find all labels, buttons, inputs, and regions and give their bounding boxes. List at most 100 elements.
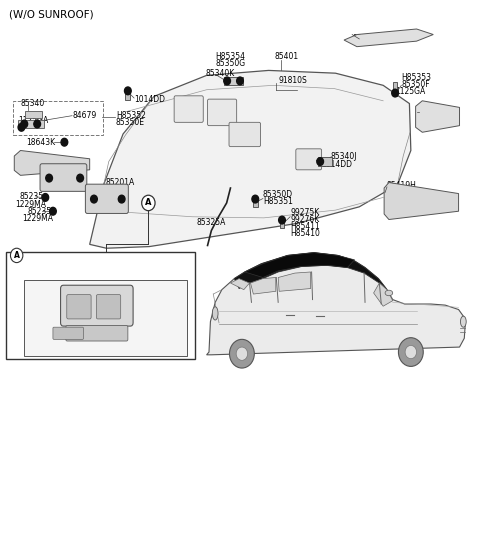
Circle shape <box>21 120 28 128</box>
Text: 18647F: 18647F <box>24 306 53 315</box>
Text: H85411: H85411 <box>290 222 320 231</box>
Circle shape <box>237 77 243 85</box>
Bar <box>25 111 42 118</box>
Circle shape <box>229 339 254 368</box>
Bar <box>13 101 103 135</box>
Text: 1243AA: 1243AA <box>419 113 449 122</box>
Text: 85201A: 85201A <box>106 178 135 187</box>
Text: H85410: H85410 <box>290 229 320 238</box>
FancyBboxPatch shape <box>296 149 322 170</box>
Text: H85352: H85352 <box>116 111 146 120</box>
Text: 85340J: 85340J <box>331 152 357 160</box>
FancyBboxPatch shape <box>174 96 203 122</box>
Text: 1030AD: 1030AD <box>134 287 165 296</box>
Circle shape <box>105 312 110 318</box>
FancyBboxPatch shape <box>60 285 133 326</box>
Bar <box>318 157 332 166</box>
Text: 84679: 84679 <box>73 111 97 120</box>
Circle shape <box>252 195 259 203</box>
Text: (W/O SUNROOF): (W/O SUNROOF) <box>9 9 93 19</box>
Text: 85202A: 85202A <box>48 163 77 171</box>
Circle shape <box>55 312 60 318</box>
Text: 1229MA: 1229MA <box>22 214 53 223</box>
Polygon shape <box>245 253 355 278</box>
Text: 18645A: 18645A <box>24 313 54 322</box>
Circle shape <box>18 123 25 131</box>
Polygon shape <box>251 278 276 294</box>
Text: 85401: 85401 <box>275 52 299 61</box>
Text: 85419Z: 85419Z <box>387 188 416 196</box>
Text: 1243AB: 1243AB <box>419 106 449 115</box>
Circle shape <box>46 174 52 182</box>
Text: H85354: H85354 <box>215 52 245 61</box>
Text: 1014DD: 1014DD <box>321 160 352 169</box>
Circle shape <box>317 158 324 165</box>
Ellipse shape <box>460 316 466 327</box>
Text: 85350F: 85350F <box>401 80 430 89</box>
Bar <box>6 251 195 359</box>
Circle shape <box>124 294 129 300</box>
FancyBboxPatch shape <box>66 326 128 341</box>
FancyBboxPatch shape <box>40 164 87 191</box>
Ellipse shape <box>385 290 393 296</box>
Text: 85235: 85235 <box>20 193 44 201</box>
Circle shape <box>34 120 40 128</box>
Polygon shape <box>14 150 90 175</box>
Text: 85340K: 85340K <box>205 69 235 78</box>
Circle shape <box>142 195 155 211</box>
FancyBboxPatch shape <box>96 295 120 319</box>
Bar <box>18 119 44 128</box>
Text: 1125GA: 1125GA <box>396 87 426 96</box>
Text: 85350D: 85350D <box>263 190 293 199</box>
Circle shape <box>392 89 398 97</box>
Circle shape <box>91 195 97 203</box>
Circle shape <box>42 194 48 201</box>
Text: A: A <box>14 251 20 260</box>
FancyBboxPatch shape <box>229 122 261 147</box>
Polygon shape <box>344 29 433 47</box>
Circle shape <box>77 174 84 182</box>
Polygon shape <box>416 101 459 132</box>
Circle shape <box>279 216 285 224</box>
Text: 92800Z: 92800Z <box>90 269 119 278</box>
Text: 87071: 87071 <box>22 319 46 329</box>
Circle shape <box>56 303 61 310</box>
Text: 85332: 85332 <box>29 287 53 296</box>
Bar <box>224 77 243 85</box>
Text: 92815E: 92815E <box>17 300 46 309</box>
Circle shape <box>405 345 417 359</box>
Text: 85419H: 85419H <box>387 181 417 190</box>
FancyBboxPatch shape <box>207 99 237 125</box>
Circle shape <box>236 347 248 360</box>
Text: 85305A: 85305A <box>352 34 382 43</box>
Text: 1220AH: 1220AH <box>112 300 142 309</box>
Polygon shape <box>384 183 458 220</box>
Text: 85235: 85235 <box>28 206 52 216</box>
Polygon shape <box>278 272 311 291</box>
Polygon shape <box>373 283 393 306</box>
Bar <box>280 219 284 228</box>
Circle shape <box>61 138 68 146</box>
Bar <box>253 198 258 208</box>
Circle shape <box>65 284 71 291</box>
FancyBboxPatch shape <box>53 327 84 339</box>
Text: 1125GA: 1125GA <box>18 115 48 125</box>
Circle shape <box>49 208 56 215</box>
Text: A: A <box>145 199 152 208</box>
Polygon shape <box>206 253 465 355</box>
Bar <box>125 89 130 100</box>
Polygon shape <box>234 253 387 290</box>
Circle shape <box>118 195 125 203</box>
Text: H85353: H85353 <box>401 73 432 82</box>
Text: 85325A: 85325A <box>196 218 226 227</box>
Bar <box>393 82 397 95</box>
Text: 18645A: 18645A <box>112 313 142 322</box>
Circle shape <box>11 248 23 263</box>
Polygon shape <box>230 279 250 290</box>
Text: 1014DD: 1014DD <box>134 95 165 104</box>
Polygon shape <box>90 70 411 248</box>
Circle shape <box>124 87 131 95</box>
Text: 92811D: 92811D <box>18 326 48 335</box>
Circle shape <box>224 77 230 85</box>
Text: H85351: H85351 <box>263 197 293 206</box>
